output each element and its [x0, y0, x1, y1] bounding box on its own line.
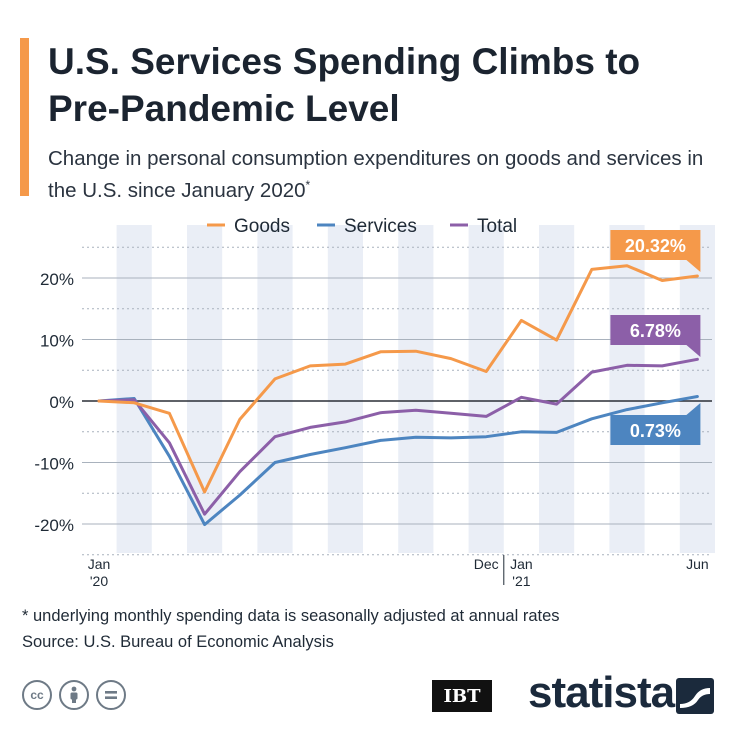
- end-label-text: 0.73%: [630, 421, 681, 441]
- legend-label: Total: [477, 216, 517, 237]
- end-label-total: 6.78%: [610, 315, 701, 357]
- no-derivatives-icon[interactable]: [96, 680, 126, 710]
- y-tick-label: 10%: [40, 332, 74, 351]
- x-tick-label-year: '21: [512, 573, 530, 589]
- license-icons: cc: [22, 680, 126, 710]
- ibt-logo[interactable]: IBT: [432, 680, 492, 712]
- subtitle-footnote-marker: *: [305, 178, 311, 192]
- chart-subtitle: Change in personal consumption expenditu…: [48, 145, 718, 204]
- legend-item-goods: Goods: [207, 216, 290, 237]
- series-line-total: [97, 357, 699, 516]
- x-tick-label: Jan: [88, 556, 111, 572]
- end-label-services: 0.73%: [610, 403, 701, 445]
- month-bands: [116, 225, 715, 553]
- month-band: [539, 225, 575, 553]
- subtitle-text: Change in personal consumption expenditu…: [48, 147, 704, 202]
- month-band: [609, 225, 645, 553]
- end-label-box: [610, 230, 701, 260]
- month-band: [398, 225, 434, 553]
- y-tick-label: 20%: [40, 270, 74, 289]
- chart-title: U.S. Services Spending Climbs to Pre-Pan…: [48, 41, 641, 129]
- end-value-labels: 20.32% 6.78% 0.73%: [610, 230, 701, 445]
- month-band: [468, 225, 504, 553]
- legend-label: Services: [344, 216, 417, 237]
- legend-item-total: Total: [450, 216, 517, 237]
- end-label-box: [610, 415, 701, 445]
- creative-commons-icon[interactable]: cc: [22, 680, 52, 710]
- footnote: * underlying monthly spending data is se…: [22, 607, 560, 625]
- month-band: [327, 225, 363, 553]
- legend-label: Goods: [234, 216, 290, 237]
- end-label-tail: [686, 403, 701, 415]
- end-label-box: [610, 315, 701, 345]
- statista-logo-mark-icon: [676, 678, 714, 714]
- series-lines: [97, 264, 699, 527]
- legend-item-services: Services: [317, 216, 417, 237]
- y-axis-tick-labels: 20% 10% 0% -10% -20%: [34, 270, 74, 535]
- x-tick-label: Jun: [686, 556, 709, 572]
- month-band: [679, 225, 715, 553]
- end-label-goods: 20.32%: [610, 230, 701, 272]
- legend: Goods Services Total: [207, 216, 517, 237]
- month-band: [257, 225, 293, 553]
- y-tick-label: -10%: [34, 455, 74, 474]
- end-label-tail: [686, 260, 701, 272]
- x-tick-label: Jan: [510, 556, 533, 572]
- series-line-services: [97, 395, 699, 527]
- end-label-text: 6.78%: [630, 321, 681, 341]
- x-tick-label-year: '20: [90, 573, 108, 589]
- end-label-text: 20.32%: [625, 236, 686, 256]
- series-line-goods: [97, 264, 699, 494]
- end-label-tail: [686, 345, 701, 357]
- statista-logo[interactable]: statista: [528, 668, 675, 717]
- x-tick-label: Dec: [474, 556, 499, 572]
- source-note: Source: U.S. Bureau of Economic Analysis: [22, 633, 334, 651]
- title-accent-bar: [20, 38, 29, 196]
- y-tick-label: -20%: [34, 516, 74, 535]
- month-band: [116, 225, 152, 553]
- attribution-person-icon[interactable]: [59, 680, 89, 710]
- y-tick-label: 0%: [49, 393, 74, 412]
